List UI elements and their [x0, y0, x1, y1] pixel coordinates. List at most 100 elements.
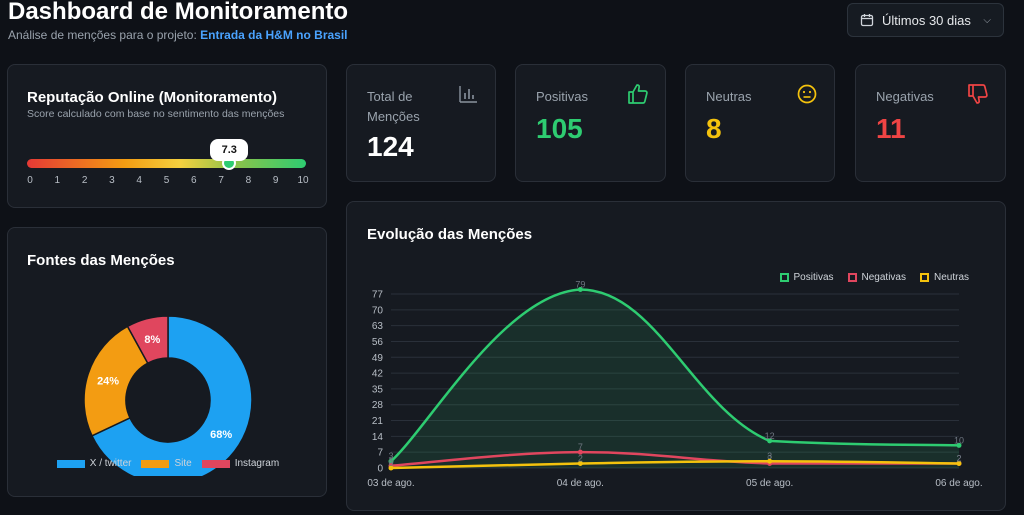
page-subtitle: Análise de menções para o projeto: Entra… [8, 28, 348, 42]
data-label: 2 [956, 453, 961, 463]
date-range-label: Últimos 30 dias [882, 12, 971, 28]
legend-swatch [56, 459, 85, 468]
stat-label-positive: Positivas [536, 89, 589, 104]
data-label: 12 [765, 431, 775, 441]
data-label: 0 [388, 458, 393, 468]
series-line [390, 450, 959, 467]
data-label: 79 [575, 279, 585, 289]
data-point[interactable] [767, 458, 773, 464]
y-tick-label: 70 [372, 305, 384, 316]
legend-item[interactable]: Instagram [201, 458, 280, 469]
legend-label: Neutras [933, 272, 969, 283]
evolution-card: Evolução das Menções Positivas Negativas N… [346, 201, 1006, 511]
legend-item[interactable]: Site [141, 458, 192, 469]
stat-card-positive: Positivas 105 [515, 64, 666, 182]
legend-swatch [141, 459, 170, 468]
data-point[interactable] [388, 458, 394, 464]
data-label: 3 [388, 451, 393, 461]
reputation-title: Reputação Online (Monitoramento) [27, 89, 278, 106]
stat-label-total: Total de Menções [367, 89, 420, 124]
legend-swatch [847, 273, 857, 282]
legend-swatch [779, 273, 789, 282]
legend-label: Negativas [861, 272, 906, 283]
legend-label: Instagram [234, 458, 280, 469]
legend-item[interactable]: X / twitter [56, 458, 132, 469]
y-tick-label: 7 [377, 448, 383, 459]
legend-label: Site [174, 458, 192, 469]
legend-item[interactable]: Neutras [919, 272, 969, 283]
series-line [390, 288, 960, 463]
legend-label: Positivas [793, 272, 834, 283]
data-label: 2 [578, 453, 583, 463]
stat-value-negative: 11 [876, 113, 906, 144]
legend-swatch [201, 459, 230, 468]
series-area-positivas [391, 289, 959, 468]
sources-title: Fontes das Menções [27, 252, 175, 269]
data-point[interactable] [577, 286, 583, 292]
donut-slice[interactable] [126, 315, 169, 365]
y-tick-label: 35 [372, 384, 384, 395]
thumbs-up-icon [628, 84, 648, 104]
gauge-tick-label: 1 [54, 175, 61, 186]
donut-slice[interactable] [83, 325, 149, 437]
gauge-tick-label: 0 [27, 175, 33, 186]
data-point[interactable] [577, 460, 583, 466]
data-label: 1 [388, 456, 393, 466]
data-label: 2 [767, 453, 772, 463]
stat-card-total: Total de Menções 124 [346, 64, 496, 182]
gauge-ticks: 0 1 2 3 4 5 6 7 8 9 10 [27, 175, 309, 187]
donut-slice-label: 8% [144, 334, 160, 346]
data-point[interactable] [388, 465, 394, 471]
score-bubble: 7.3 [210, 139, 249, 161]
legend-item[interactable]: Negativas [847, 272, 906, 283]
gauge-tick-label: 8 [245, 175, 252, 186]
thumbs-down-icon [968, 84, 988, 104]
calendar-icon [860, 14, 874, 27]
gauge-tick-label: 4 [136, 175, 142, 186]
legend-label: X / twitter [89, 458, 132, 469]
data-label: 7 [578, 442, 583, 452]
stat-card-negative: Negativas 11 [855, 64, 1006, 182]
bar-chart-icon [459, 86, 477, 103]
gauge-tick-label: 3 [109, 175, 115, 186]
legend-item[interactable]: Positivas [779, 272, 834, 283]
stat-value-positive: 105 [536, 113, 583, 144]
stat-label-neutral: Neutras [706, 89, 752, 104]
y-tick-label: 42 [372, 369, 384, 380]
gauge-tick-label: 10 [297, 175, 309, 186]
data-point[interactable] [767, 438, 773, 444]
gauge-tick-label: 9 [272, 175, 279, 186]
data-point[interactable] [577, 449, 583, 455]
series-line [390, 459, 960, 470]
page-title: Dashboard de Monitoramento [8, 0, 349, 25]
gauge-tick-label: 5 [163, 175, 170, 186]
sources-card: Fontes das Menções 68% 24% 8% X / twitter S… [7, 227, 327, 497]
donut-slice-label: 24% [97, 376, 119, 388]
legend-swatch [919, 273, 929, 282]
y-tick-label: 77 [372, 290, 384, 301]
x-tick-label: 05 de ago. [746, 478, 793, 489]
reputation-subtitle: Score calculado com base no sentimento d… [27, 108, 285, 120]
data-point[interactable] [956, 460, 962, 466]
data-label: 2 [956, 453, 961, 463]
date-range-dropdown[interactable]: Últimos 30 dias ⌵ [847, 3, 1004, 37]
reputation-gauge-bar [27, 159, 306, 168]
sources-legend: X / twitter Site Instagram [8, 458, 328, 469]
x-tick-label: 03 de ago. [367, 478, 414, 489]
y-tick-label: 14 [372, 432, 384, 443]
data-point[interactable] [956, 442, 962, 448]
stat-value-total: 124 [367, 131, 414, 162]
project-name: Entrada da H&M no Brasil [200, 28, 348, 42]
y-tick-label: 63 [372, 321, 384, 332]
neutral-face-icon [797, 84, 817, 104]
chevron-down-icon: ⌵ [983, 14, 991, 26]
y-tick-label: 56 [372, 337, 384, 348]
data-label: 10 [954, 435, 964, 445]
donut-slice[interactable] [90, 315, 253, 476]
stat-value-neutral: 8 [706, 113, 722, 144]
x-tick-label: 06 de ago. [935, 478, 982, 489]
y-tick-label: 21 [372, 416, 384, 427]
subtitle-prefix: Análise de menções para o projeto: [8, 28, 197, 42]
y-tick-label: 49 [372, 353, 384, 364]
